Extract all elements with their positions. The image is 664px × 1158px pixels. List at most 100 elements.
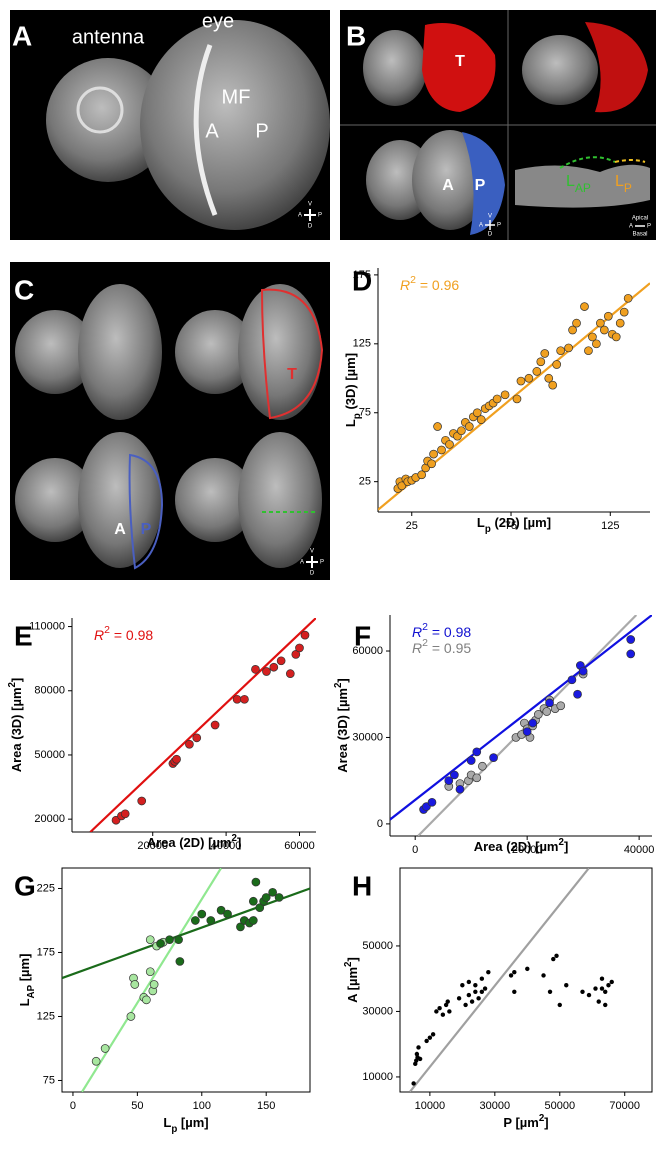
label-sub: p <box>171 1124 177 1135</box>
point <box>149 980 159 989</box>
plot-frame <box>61 867 311 1093</box>
point <box>455 784 465 794</box>
y-tick-label: 175 <box>37 946 55 958</box>
label-after: = 0.98 <box>428 624 471 640</box>
length-label: LAP <box>566 173 591 195</box>
label-after: ] <box>237 835 241 850</box>
point <box>534 710 543 719</box>
point <box>568 325 577 335</box>
point <box>554 953 559 958</box>
y-axis-label: Area (3D) [µm2] <box>7 678 24 773</box>
point <box>192 733 202 743</box>
panel-c: T A P C V A P D <box>10 262 330 580</box>
point <box>584 346 593 356</box>
point <box>91 1056 101 1066</box>
point <box>619 307 629 317</box>
point <box>262 667 271 676</box>
point <box>472 408 482 418</box>
label-sup: 2 <box>333 682 344 688</box>
point <box>512 989 517 994</box>
panel-a: A antenna eye MF A P V A P D <box>10 10 330 240</box>
label-main: P [µm <box>503 1115 538 1130</box>
point <box>516 376 526 386</box>
fit-line <box>81 868 223 1092</box>
label-main: Area (3D) [µm <box>9 687 24 772</box>
tissue <box>238 432 322 568</box>
fit-line <box>390 615 652 821</box>
label: eye <box>202 10 234 32</box>
point <box>572 318 581 328</box>
point <box>479 989 485 994</box>
point <box>429 449 438 459</box>
point <box>489 753 498 762</box>
furrow <box>193 44 218 216</box>
point <box>551 956 556 962</box>
point <box>588 332 597 342</box>
compass-label: P <box>318 213 322 219</box>
y-tick-label: 75 <box>43 1074 55 1086</box>
label: antenna <box>72 26 145 48</box>
label-after: = 0.95 <box>428 640 471 656</box>
x-tick-label: 40000 <box>624 844 655 856</box>
label-main: L <box>163 1115 171 1130</box>
point <box>623 293 633 303</box>
y-tick-label: 50000 <box>362 940 393 952</box>
point <box>556 701 566 711</box>
label: A <box>205 120 219 142</box>
label-sup: 2 <box>539 1113 545 1124</box>
panel-b: B T A P LAP LP Apical Basal A P V A P D <box>340 10 656 240</box>
panel-letter: D <box>352 265 372 296</box>
x-axis-label: Area (2D) [µm2] <box>474 837 569 854</box>
x-tick-label: 150 <box>257 1100 275 1112</box>
point <box>472 773 482 783</box>
label: A <box>114 521 126 538</box>
label-main: A [µm <box>345 967 360 1003</box>
x-axis-label: Lp [µm] <box>163 1115 208 1135</box>
label-main: L <box>615 173 624 190</box>
y-tick-label: 10000 <box>362 1071 393 1083</box>
label-main: R <box>94 627 104 643</box>
point <box>626 649 636 659</box>
point <box>615 318 625 328</box>
point <box>466 756 476 765</box>
label-after: ] <box>345 957 360 961</box>
point <box>473 983 478 988</box>
point <box>137 796 147 806</box>
point <box>478 761 487 771</box>
tissue <box>78 432 162 568</box>
compass-label: V <box>488 214 492 220</box>
label: A <box>442 177 454 194</box>
label-after: (2D) [µm] <box>491 515 551 530</box>
panel-letter: F <box>354 620 371 651</box>
point <box>430 1032 436 1037</box>
tissue <box>522 35 598 105</box>
label-sup: 2 <box>7 681 18 687</box>
label: P <box>475 177 486 194</box>
label-sub: p <box>352 413 363 419</box>
point <box>185 739 194 749</box>
point <box>175 957 185 966</box>
point <box>443 1002 449 1008</box>
y-axis-label: Area (3D) [µm2] <box>333 678 350 773</box>
label-sup: 2 <box>422 637 428 649</box>
panel-letter: H <box>352 870 372 901</box>
label-main: Area (2D) [µm <box>147 835 232 850</box>
label-sup: 2 <box>104 624 110 636</box>
x-tick-label: 50000 <box>544 1100 575 1112</box>
point <box>522 727 532 737</box>
y-axis-label: A [µm2] <box>343 957 360 1003</box>
chart-panel: H 10000 30000 50000 10000 30000 50000 70000 P [µ… <box>343 867 653 1130</box>
label-after: ] <box>9 678 24 682</box>
tissue <box>175 458 255 542</box>
point <box>440 1012 446 1017</box>
point <box>536 357 546 367</box>
tissue <box>78 284 162 420</box>
posterior-surface <box>462 132 505 235</box>
point <box>437 1005 442 1011</box>
point <box>255 903 265 913</box>
point <box>564 983 569 988</box>
point <box>416 1045 421 1050</box>
antenna-tissue <box>46 58 170 182</box>
point <box>126 1012 136 1021</box>
